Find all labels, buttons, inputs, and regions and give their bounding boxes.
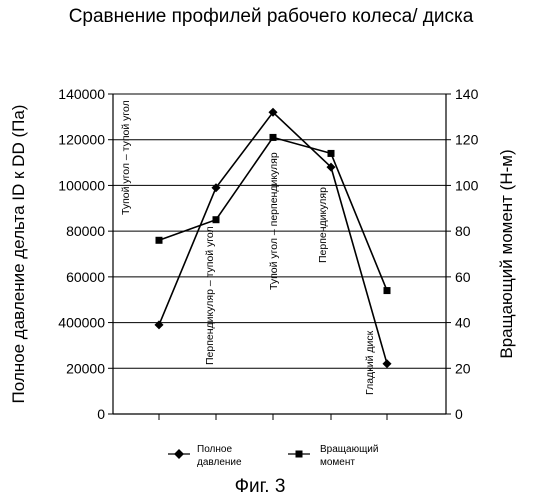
legend: Полное давление Вращающий момент: [168, 444, 378, 468]
left-tick-label: 60000: [66, 269, 105, 285]
data-point-pressure: [382, 359, 391, 368]
category-annotation: Тупой угол – перпендикуляр: [268, 152, 280, 290]
x-ticks: [159, 414, 387, 420]
data-point-torque: [270, 134, 277, 141]
right-axis-label: Вращающий момент (Н-м): [497, 149, 516, 358]
left-tick-labels: 0 20000 400000 60000 80000 100000 120000 140000: [58, 86, 105, 422]
right-tick-label: 0: [455, 406, 463, 422]
left-tick-label: 400000: [58, 315, 105, 331]
figure-caption: Фиг. 3: [235, 476, 286, 497]
left-tick-label: 0: [97, 406, 105, 422]
legend-square-marker: [296, 451, 303, 458]
legend-torque-label-line2: момент: [320, 457, 355, 468]
legend-torque-label-line1: Вращающий: [320, 444, 378, 455]
right-tick-label: 20: [455, 360, 471, 376]
chart-title: Сравнение профилей рабочего колеса/ диск…: [69, 6, 474, 27]
category-annotation: Перпендикуляр – тупой угол: [204, 226, 216, 365]
left-tick-label: 140000: [58, 86, 105, 102]
right-tick-label: 40: [455, 315, 471, 331]
data-point-torque: [213, 216, 220, 223]
left-tick-label: 80000: [66, 223, 105, 239]
category-annotation: Перпендикуляр: [317, 187, 329, 263]
legend-pressure-label-line1: Полное: [197, 444, 232, 455]
data-point-torque: [328, 150, 335, 157]
left-tick-label: 100000: [58, 177, 105, 193]
left-axis-label: Полное давление дельта ID к DD (Па): [9, 105, 28, 404]
left-tick-label: 120000: [58, 132, 105, 148]
right-tick-label: 60: [455, 269, 471, 285]
data-point-pressure: [154, 320, 163, 329]
category-annotation: Гладкий диск: [364, 330, 376, 395]
legend-item-pressure: Полное давление: [168, 444, 242, 468]
right-tick-label: 80: [455, 223, 471, 239]
legend-pressure-label-line2: давление: [197, 457, 242, 468]
legend-diamond-marker: [174, 449, 184, 459]
data-point-torque: [384, 287, 391, 294]
left-tick-label: 20000: [66, 360, 105, 376]
data-point-torque: [156, 237, 163, 244]
right-tick-label: 120: [455, 132, 479, 148]
category-annotation: Тупой угол – тупой угол: [120, 100, 132, 215]
right-tick-labels: 0 20 40 60 80 100 120 140: [455, 86, 479, 422]
legend-item-torque: Вращающий момент: [288, 444, 378, 468]
right-tick-label: 140: [455, 86, 479, 102]
right-tick-label: 100: [455, 177, 479, 193]
